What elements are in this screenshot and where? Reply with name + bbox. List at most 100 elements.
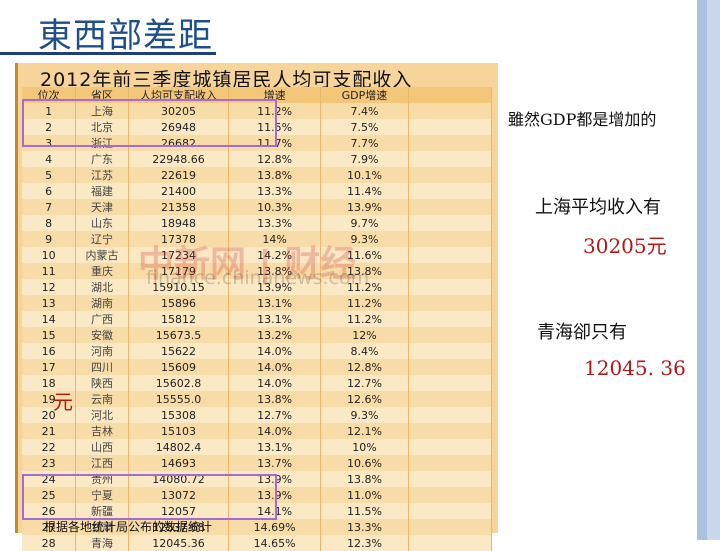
cell-income: 14693 — [128, 455, 230, 471]
cell-province: 吉林 — [75, 423, 129, 439]
cell-gdp-growth: 12% — [320, 327, 409, 343]
cell-income: 21400 — [128, 183, 230, 199]
table-row: 1 上海 30205 11.2% 7.4% — [22, 103, 493, 119]
table-row: 3 浙江 26682 11.7% 7.7% — [22, 135, 493, 151]
stray-yuan-mark: 元 — [53, 390, 73, 414]
cell-growth: 13.1% — [228, 311, 321, 327]
cell-spacer — [408, 199, 493, 215]
note-gdp: 雖然GDP都是增加的 — [508, 110, 657, 129]
cell-growth: 13.9% — [228, 487, 321, 503]
cell-rank: 19 — [22, 391, 77, 407]
cell-rank: 10 — [22, 247, 77, 263]
cell-province: 山东 — [75, 215, 129, 231]
cell-rank: 12 — [22, 279, 77, 295]
cell-income: 15673.5 — [128, 327, 230, 343]
cell-gdp-growth: 12.8% — [320, 359, 409, 375]
table-row: 22 山西 14802.4 13.1% 10% — [22, 439, 493, 455]
cell-rank: 14 — [22, 311, 77, 327]
cell-spacer — [408, 231, 493, 247]
cell-income: 18948 — [128, 215, 230, 231]
cell-spacer — [408, 135, 493, 151]
cell-spacer — [408, 263, 493, 279]
cell-gdp-growth: 10.1% — [320, 167, 409, 183]
table-row: 8 山东 18948 13.3% 9.7% — [22, 215, 493, 231]
cell-spacer — [408, 247, 493, 263]
cell-income: 14802.4 — [128, 439, 230, 455]
right-decor-bar-inner — [707, 0, 720, 540]
table-row: 2 北京 26948 11.5% 7.5% — [22, 119, 493, 135]
table-row: 13 湖南 15896 13.1% 11.2% — [22, 295, 493, 311]
cell-gdp-growth: 11.5% — [320, 503, 409, 519]
cell-rank: 11 — [22, 263, 77, 279]
table-row: 17 四川 15609 14.0% 12.8% — [22, 359, 493, 375]
cell-spacer — [408, 295, 493, 311]
header-growth: 增速 — [228, 87, 321, 103]
cell-gdp-growth: 8.4% — [320, 343, 409, 359]
cell-growth: 14.65% — [228, 535, 321, 551]
cell-growth: 13.9% — [228, 279, 321, 295]
cell-gdp-growth: 9.3% — [320, 407, 409, 423]
cell-province: 安徽 — [75, 327, 129, 343]
cell-rank: 6 — [22, 183, 77, 199]
cell-rank: 16 — [22, 343, 77, 359]
cell-gdp-growth: 10.6% — [320, 455, 409, 471]
cell-province: 广西 — [75, 311, 129, 327]
cell-spacer — [408, 167, 493, 183]
cell-gdp-growth: 7.9% — [320, 151, 409, 167]
table-row: 21 吉林 15103 14.0% 12.1% — [22, 423, 493, 439]
table-row: 28 青海 12045.36 14.65% 12.3% — [22, 535, 493, 551]
cell-rank: 23 — [22, 455, 77, 471]
cell-gdp-growth: 9.3% — [320, 231, 409, 247]
cell-rank: 4 — [22, 151, 77, 167]
cell-growth: 13.1% — [228, 295, 321, 311]
cell-province: 河北 — [75, 407, 129, 423]
cell-rank: 9 — [22, 231, 77, 247]
cell-gdp-growth: 12.7% — [320, 375, 409, 391]
cell-growth: 14.2% — [228, 247, 321, 263]
cell-spacer — [408, 279, 493, 295]
cell-growth: 14% — [228, 231, 321, 247]
cell-income: 30205 — [128, 103, 230, 119]
cell-growth: 10.3% — [228, 199, 321, 215]
table-row: 16 河南 15622 14.0% 8.4% — [22, 343, 493, 359]
cell-spacer — [408, 215, 493, 231]
cell-growth: 13.2% — [228, 327, 321, 343]
cell-province: 河南 — [75, 343, 129, 359]
cell-spacer — [408, 327, 493, 343]
cell-province: 内蒙古 — [75, 247, 129, 263]
cell-income: 15308 — [128, 407, 230, 423]
cell-spacer — [408, 471, 493, 487]
table-row: 19 云南 15555.0 13.8% 12.6% — [22, 391, 493, 407]
cell-spacer — [408, 535, 493, 551]
cell-spacer — [408, 455, 493, 471]
cell-gdp-growth: 7.7% — [320, 135, 409, 151]
cell-rank: 20 — [22, 407, 77, 423]
cell-spacer — [408, 183, 493, 199]
cell-growth: 12.7% — [228, 407, 321, 423]
cell-income: 15602.8 — [128, 375, 230, 391]
cell-spacer — [408, 391, 493, 407]
cell-growth: 13.3% — [228, 183, 321, 199]
cell-spacer — [408, 423, 493, 439]
table-row: 10 内蒙古 17234 14.2% 11.6% — [22, 247, 493, 263]
cell-spacer — [408, 343, 493, 359]
highlight-bottom3 — [22, 474, 277, 520]
table-title: 2012年前三季度城镇居民人均可支配收入 — [40, 69, 413, 91]
watermark-site: finance.chinanews.com — [146, 267, 370, 289]
cell-growth: 14.0% — [228, 343, 321, 359]
cell-gdp-growth: 12.6% — [320, 391, 409, 407]
cell-spacer — [408, 151, 493, 167]
cell-rank: 25 — [22, 487, 77, 503]
cell-gdp-growth: 13.8% — [320, 471, 409, 487]
table-row: 26 新疆 12057 14.1% 11.5% — [22, 503, 493, 519]
cell-growth: 11.5% — [228, 119, 321, 135]
cell-growth: 12.8% — [228, 151, 321, 167]
cell-province: 北京 — [75, 119, 129, 135]
cell-rank: 1 — [22, 103, 77, 119]
header-spacer — [408, 87, 493, 103]
cell-growth: 11.7% — [228, 135, 321, 151]
cell-gdp-growth: 11.2% — [320, 311, 409, 327]
cell-rank: 3 — [22, 135, 77, 151]
income-table: 位次 省区 人均可支配收入 增速 GDP增速 1 上海 30205 11.2% 7.4%… — [22, 87, 493, 551]
cell-rank: 28 — [22, 535, 77, 551]
